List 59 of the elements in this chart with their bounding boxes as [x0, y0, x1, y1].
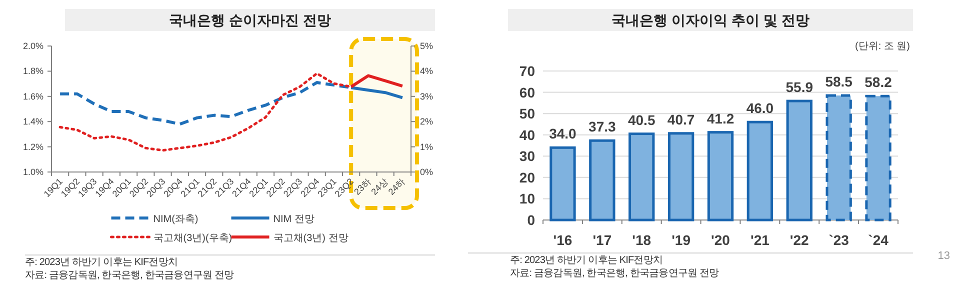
legend-label: NIM 전망	[273, 214, 314, 225]
bar	[707, 131, 734, 222]
legend-label: 국고채(3년)(우축)	[153, 233, 232, 244]
legend-label: NIM(좌축)	[153, 214, 198, 225]
data-label: 41.2	[706, 110, 734, 126]
y-tick-label: 30	[519, 148, 536, 164]
x-tick-label: '18	[632, 232, 652, 248]
x-tick-label: '22	[790, 232, 810, 248]
legend-label: 국고채(3년) 전망	[273, 233, 348, 244]
y2-tick-label: 1%	[420, 142, 434, 152]
data-label: 40.5	[628, 112, 656, 128]
text: 13	[938, 250, 950, 262]
y2-tick-label: 0%	[420, 167, 434, 177]
y2-tick-label: 2%	[420, 116, 434, 127]
y-tick-label: 2.0%	[22, 41, 44, 51]
y-tick-label: 20	[519, 169, 536, 186]
y-tick-label: 70	[519, 63, 536, 79]
y2-tick-label: 5%	[420, 41, 434, 51]
data-label: 58.5	[825, 73, 853, 90]
bar	[628, 132, 655, 222]
y2-tick-label: 3%	[420, 91, 434, 102]
y-tick-label: 1.0%	[22, 167, 44, 177]
chart-title: 국내은행 순이자마진 전망	[169, 12, 331, 28]
y-tick-label: 1.6%	[22, 91, 44, 102]
x-tick-label: '21	[750, 232, 770, 248]
x-tick-label: '19	[672, 232, 691, 248]
x-tick-label: '20	[711, 232, 730, 248]
y-tick-label: 60	[519, 84, 536, 100]
x-tick-label: `24	[868, 232, 889, 248]
x-tick-label: `23	[828, 232, 850, 248]
x-tick-label: '17	[592, 232, 612, 248]
bar	[786, 100, 812, 222]
y-tick-label: 1.2%	[22, 142, 44, 152]
bar	[550, 146, 576, 222]
y-tick-label: 40	[519, 126, 536, 143]
text: 주: 2023년 하반기 이후는 KIF전망치	[25, 257, 178, 268]
x-tick-label: '16	[553, 232, 572, 248]
data-label: 34.0	[549, 126, 577, 142]
y-tick-label: 1.8%	[22, 66, 44, 76]
bar	[826, 94, 852, 222]
bar	[668, 132, 694, 222]
y-tick-label: 0	[527, 212, 536, 228]
data-label: 46.0	[746, 100, 774, 116]
bar	[865, 94, 892, 222]
y2-tick-label: 4%	[420, 66, 434, 76]
y-tick-label: 50	[519, 106, 536, 122]
text: 주: 2023년 하반기 이후는 KIF전망치	[510, 255, 662, 266]
text: 자료: 금융감독원, 한국은행, 한국금융연구원 전망	[25, 270, 234, 281]
data-label: 40.7	[667, 111, 695, 128]
text: 자료: 금융감독원, 한국은행, 한국금융연구원 전망	[510, 268, 720, 279]
data-label: 37.3	[588, 118, 616, 135]
bar	[746, 120, 774, 222]
y-tick-label: 10	[519, 190, 536, 207]
data-label: 55.9	[786, 79, 814, 96]
chart-title: 국내은행 이자이익 추이 및 전망	[612, 12, 810, 28]
y-axis-title: (단위: 조 원)	[855, 41, 910, 52]
data-label: 58.2	[864, 74, 892, 90]
bar	[589, 139, 616, 222]
y-tick-label: 1.4%	[22, 116, 44, 127]
